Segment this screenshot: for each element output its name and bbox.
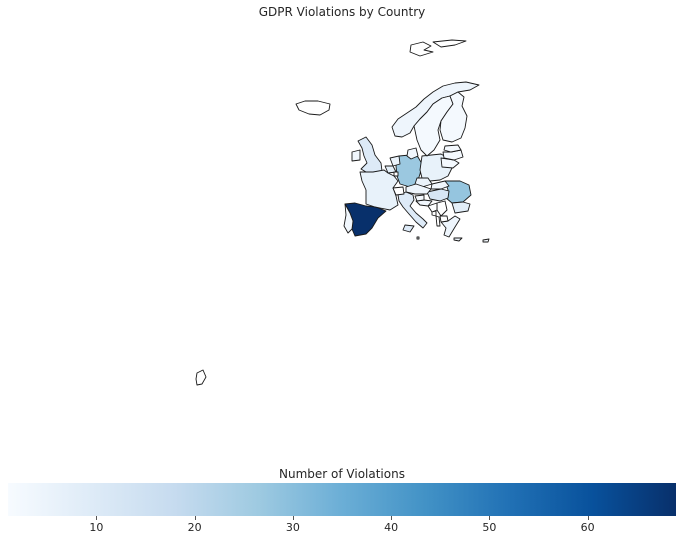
region-portugal: [343, 203, 354, 234]
colorbar-tick-label: 50: [482, 521, 497, 534]
region-ireland: [351, 149, 361, 162]
region-greece: [440, 215, 463, 242]
region-serbia: [436, 200, 448, 217]
colorbar-tick: [96, 516, 98, 520]
region-luxembourg: [393, 171, 399, 177]
europe-map: [195, 39, 490, 386]
colorbar-tick-label: 40: [384, 521, 399, 534]
colorbar-tick-label: 30: [285, 521, 300, 534]
colorbar-tick: [292, 516, 294, 520]
colorbar-tick: [587, 516, 589, 520]
region-italy: [397, 191, 428, 233]
region-hungary: [426, 188, 450, 202]
colorbar-label: Number of Violations: [279, 467, 405, 481]
region-netherlands: [389, 155, 401, 167]
region-uk: [357, 136, 383, 174]
region-estonia: [443, 144, 462, 153]
region-bosnia: [427, 202, 438, 213]
region-norway: [391, 81, 480, 138]
region-france: [359, 169, 399, 211]
region-montenegro: [431, 210, 437, 217]
region-slovakia: [430, 180, 450, 190]
colorbar-tick-label: 20: [187, 521, 202, 534]
region-north-macedonia: [439, 215, 449, 223]
region-switzerland: [392, 186, 405, 196]
region-malta: [416, 236, 420, 240]
region-slovenia: [414, 194, 425, 202]
colorbar-tick: [391, 516, 393, 520]
colorbar: [8, 483, 676, 516]
region-finland: [439, 91, 468, 143]
region-albania: [435, 215, 441, 227]
map-title: GDPR Violations by Country: [258, 5, 426, 19]
colorbar-tick-label: 60: [580, 521, 595, 534]
region-svalbard: [409, 39, 467, 57]
region-iceland: [295, 100, 331, 116]
colorbar-tick: [194, 516, 196, 520]
region-denmark: [406, 147, 419, 160]
region-canary-islands: [195, 369, 207, 386]
region-austria: [405, 183, 432, 195]
colorbar-tick-label: 10: [89, 521, 104, 534]
region-cyprus: [482, 238, 490, 243]
region-bulgaria: [451, 201, 471, 214]
colorbar-tick: [489, 516, 491, 520]
